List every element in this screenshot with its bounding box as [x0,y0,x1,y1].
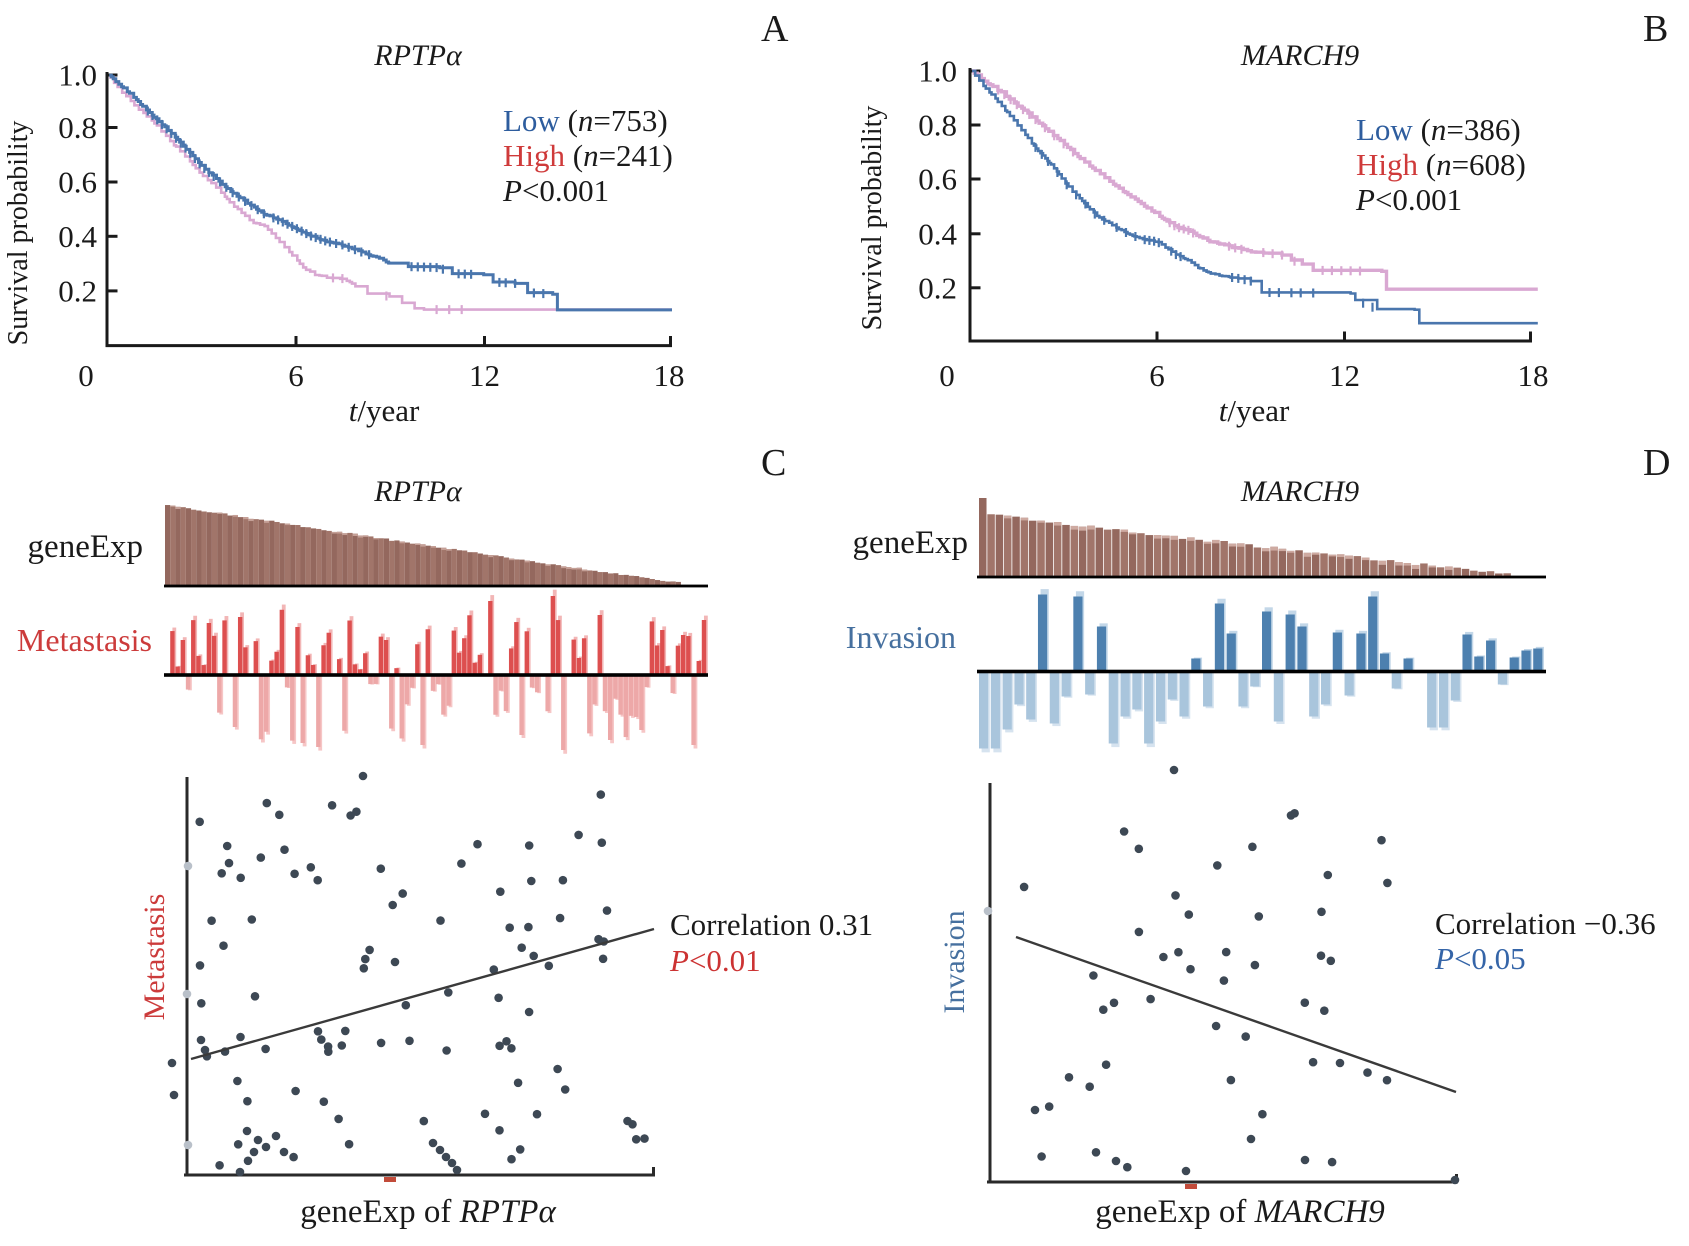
svg-text:P<0.05: P<0.05 [1434,941,1526,976]
svg-text:P<0.001: P<0.001 [1355,182,1462,217]
svg-text:Low (n=386): Low (n=386) [1356,112,1521,147]
svg-text:Correlation −0.36: Correlation −0.36 [1435,906,1656,941]
svg-text:geneExp: geneExp [28,529,143,565]
svg-text:Survival probability: Survival probability [3,121,34,346]
svg-text:6: 6 [288,358,304,393]
svg-text:C: C [761,442,786,484]
svg-text:0.2: 0.2 [918,270,957,305]
svg-text:Correlation 0.31: Correlation 0.31 [670,907,873,942]
svg-text:geneExp of RPTPα: geneExp of RPTPα [300,1194,556,1230]
svg-text:RPTPα: RPTPα [373,475,463,508]
svg-text:1.0: 1.0 [58,58,97,93]
svg-text:0.6: 0.6 [58,165,97,200]
svg-text:18: 18 [654,358,685,393]
svg-text:0.6: 0.6 [918,162,957,197]
svg-text:geneExp: geneExp [853,525,968,561]
svg-text:D: D [1643,442,1670,484]
svg-text:12: 12 [1329,358,1360,393]
svg-text:Survival probability: Survival probability [857,106,888,331]
svg-text:0: 0 [78,358,94,393]
svg-text:Metastasis: Metastasis [138,894,171,1021]
svg-text:0.8: 0.8 [918,108,957,143]
svg-text:MARCH9: MARCH9 [1240,475,1359,508]
svg-text:B: B [1643,8,1668,50]
svg-text:P<0.01: P<0.01 [669,943,761,978]
svg-text:6: 6 [1149,358,1165,393]
svg-text:Low (n=753): Low (n=753) [503,103,668,138]
svg-text:P<0.001: P<0.001 [502,173,609,208]
svg-text:RPTPα: RPTPα [373,39,463,72]
svg-text:12: 12 [469,358,500,393]
svg-text:Invasion: Invasion [938,910,971,1013]
svg-text:0: 0 [939,358,955,393]
svg-text:Invasion: Invasion [846,619,956,655]
svg-text:A: A [761,8,789,50]
svg-text:1.0: 1.0 [918,54,957,89]
svg-text:High (n=608): High (n=608) [1356,147,1526,182]
svg-text:0.2: 0.2 [58,273,97,308]
svg-text:High (n=241): High (n=241) [503,138,673,173]
svg-text:MARCH9: MARCH9 [1240,39,1359,72]
svg-text:0.8: 0.8 [58,110,97,145]
svg-text:t/year: t/year [349,393,420,428]
svg-text:0.4: 0.4 [918,216,957,251]
svg-text:Metastasis: Metastasis [17,622,152,658]
svg-text:t/year: t/year [1219,393,1290,428]
svg-text:geneExp of MARCH9: geneExp of MARCH9 [1095,1194,1385,1230]
svg-text:18: 18 [1518,358,1549,393]
svg-text:0.4: 0.4 [58,219,97,254]
